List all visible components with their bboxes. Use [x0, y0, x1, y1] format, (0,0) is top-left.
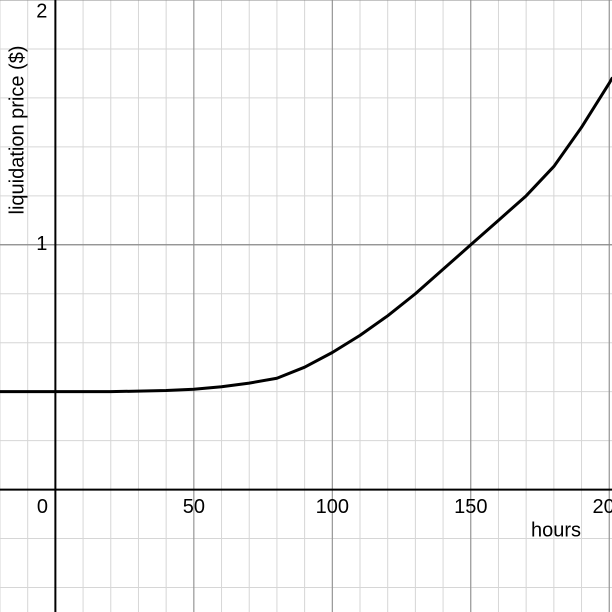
data-line	[0, 76, 612, 394]
y-axis-label: liquidation price ($)	[6, 46, 28, 215]
x-tick-label: 0	[37, 496, 48, 518]
x-tick-label: 50	[183, 496, 205, 518]
y-tick-label: 1	[36, 233, 47, 255]
x-axis-label: hours	[531, 519, 581, 541]
x-tick-label: 150	[454, 496, 487, 518]
x-tick-label: 100	[316, 496, 349, 518]
y-tick-label: 2	[36, 0, 47, 22]
x-tick-label: 200	[593, 496, 612, 518]
